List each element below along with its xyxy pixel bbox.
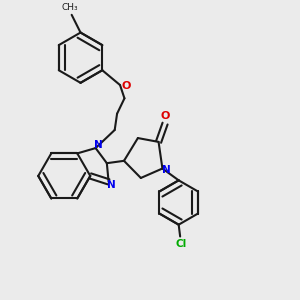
Text: N: N — [162, 165, 171, 175]
Text: O: O — [161, 111, 170, 121]
Text: N: N — [107, 180, 116, 190]
Text: N: N — [94, 140, 102, 150]
Text: Cl: Cl — [175, 239, 186, 250]
Text: CH₃: CH₃ — [62, 4, 79, 13]
Text: O: O — [122, 81, 131, 91]
